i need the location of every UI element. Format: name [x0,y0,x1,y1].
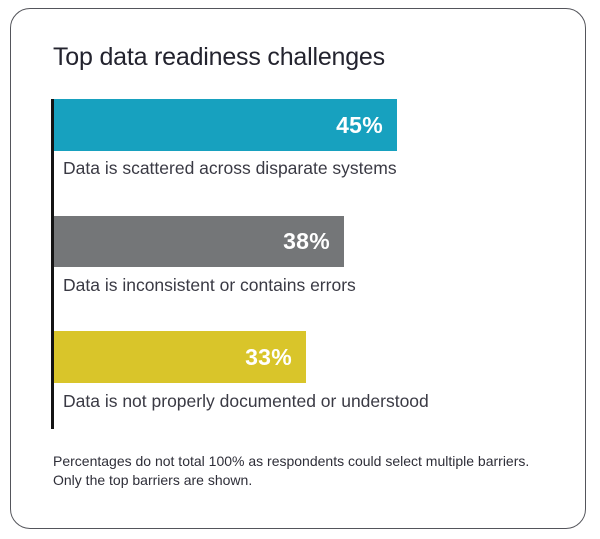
bar-data-inconsistent: 38% [54,216,344,267]
bar-chart: 45% Data is scattered across disparate s… [11,9,585,528]
bar-value-label: 45% [336,111,383,138]
footnote-line-2: Only the top barriers are shown. [53,472,253,488]
bar-data-scattered: 45% [54,99,397,151]
bar-category-label: Data is scattered across disparate syste… [63,158,397,178]
footnote-line-1: Percentages do not total 100% as respond… [53,453,530,469]
y-axis-line [51,99,54,429]
bar-value-label: 33% [245,343,292,370]
chart-title: Top data readiness challenges [53,43,385,71]
bar-category-label: Data is inconsistent or contains errors [63,275,356,295]
chart-card: Top data readiness challenges 45% Data i… [10,8,586,529]
bar-category-label: Data is not properly documented or under… [63,391,429,411]
bar-value-label: 38% [283,228,330,254]
chart-footnote: Percentages do not total 100% as respond… [53,452,553,490]
bar-data-not-documented: 33% [54,331,306,383]
